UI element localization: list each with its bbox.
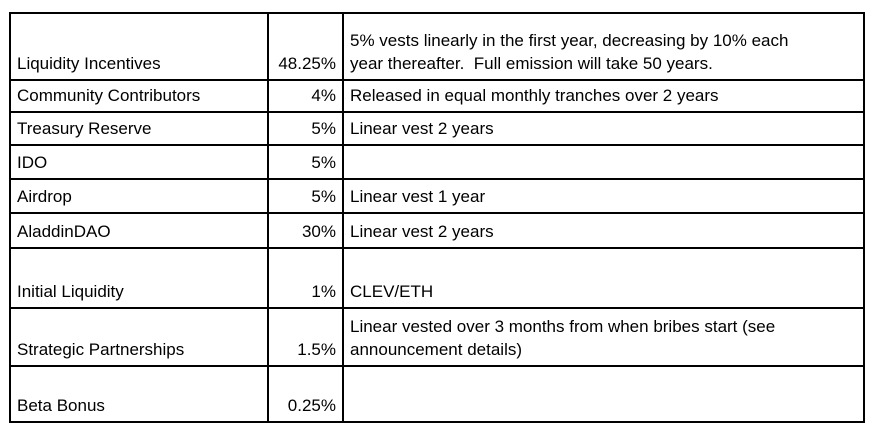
allocation-percent-cell: 30%	[267, 212, 344, 249]
allocation-name-cell: Strategic Partnerships	[9, 307, 269, 367]
allocation-name-cell: Treasury Reserve	[9, 111, 269, 146]
token-allocation-table: Liquidity Incentives 48.25% 5% vests lin…	[9, 12, 865, 423]
table-row: Airdrop 5% Linear vest 1 year	[9, 178, 865, 214]
table-row: Initial Liquidity 1% CLEV/ETH	[9, 247, 865, 309]
allocation-sheet: Liquidity Incentives 48.25% 5% vests lin…	[9, 12, 865, 423]
allocation-name-cell: Liquidity Incentives	[9, 12, 269, 81]
allocation-percent-cell: 5%	[267, 178, 344, 214]
allocation-note-cell: CLEV/ETH	[342, 247, 865, 309]
allocation-note-cell: Linear vest 2 years	[342, 212, 865, 249]
allocation-note-cell: Linear vested over 3 months from when br…	[342, 307, 865, 367]
allocation-note-cell: Linear vest 1 year	[342, 178, 865, 214]
table-row: Treasury Reserve 5% Linear vest 2 years	[9, 111, 865, 146]
allocation-percent-cell: 0.25%	[267, 365, 344, 423]
allocation-name-cell: Airdrop	[9, 178, 269, 214]
table-row: AladdinDAO 30% Linear vest 2 years	[9, 212, 865, 249]
table-row: Beta Bonus 0.25%	[9, 365, 865, 423]
allocation-note-cell: 5% vests linearly in the first year, dec…	[342, 12, 865, 81]
allocation-name-cell: IDO	[9, 144, 269, 180]
allocation-percent-cell: 5%	[267, 111, 344, 146]
table-row: IDO 5%	[9, 144, 865, 180]
table-row: Community Contributors 4% Released in eq…	[9, 79, 865, 113]
allocation-note-cell	[342, 365, 865, 423]
allocation-note-cell	[342, 144, 865, 180]
table-row: Liquidity Incentives 48.25% 5% vests lin…	[9, 12, 865, 81]
allocation-percent-cell: 1.5%	[267, 307, 344, 367]
allocation-name-cell: AladdinDAO	[9, 212, 269, 249]
allocation-percent-cell: 4%	[267, 79, 344, 113]
table-row: Strategic Partnerships 1.5% Linear veste…	[9, 307, 865, 367]
allocation-percent-cell: 48.25%	[267, 12, 344, 81]
allocation-note-cell: Linear vest 2 years	[342, 111, 865, 146]
allocation-name-cell: Beta Bonus	[9, 365, 269, 423]
allocation-name-cell: Initial Liquidity	[9, 247, 269, 309]
allocation-percent-cell: 1%	[267, 247, 344, 309]
allocation-note-cell: Released in equal monthly tranches over …	[342, 79, 865, 113]
allocation-percent-cell: 5%	[267, 144, 344, 180]
allocation-name-cell: Community Contributors	[9, 79, 269, 113]
